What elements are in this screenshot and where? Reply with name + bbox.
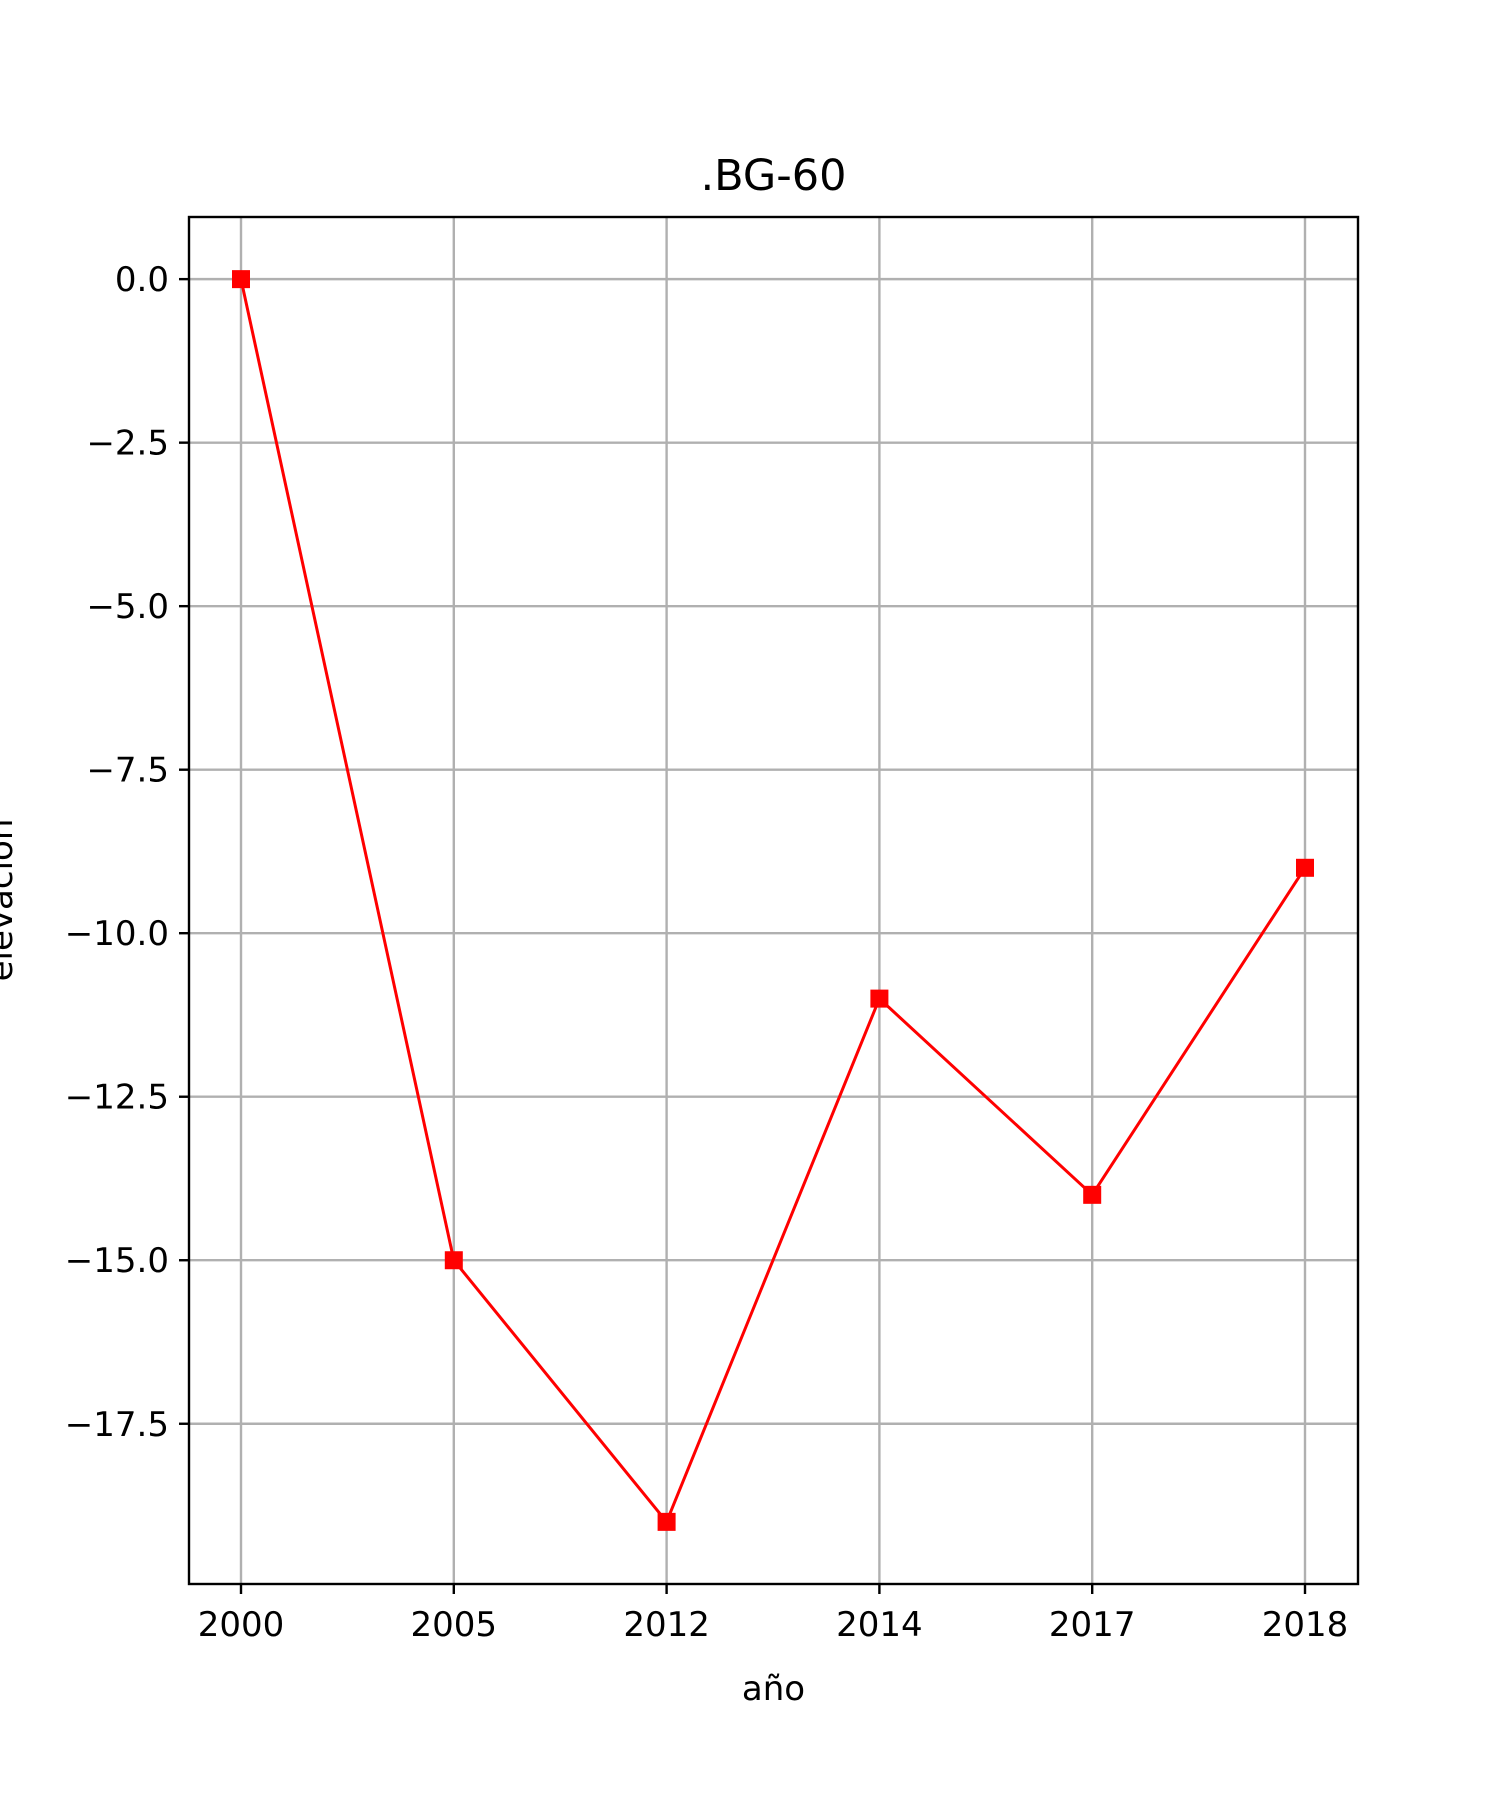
data-point [870,989,889,1008]
y-axis-ticks: 0.0 −2.5 −5.0 −7.5 −10.0 −12.5 −15.0 −17.5 [65,260,189,1445]
y-tick-label: −2.5 [86,424,169,464]
x-axis-ticks: 2000 2005 2012 2014 2017 2018 [198,1584,1349,1645]
data-point [444,1251,463,1270]
y-tick-label: −12.5 [65,1078,169,1118]
plot-background [189,217,1358,1584]
data-point [1296,858,1314,877]
x-tick-label: 2018 [1262,1605,1349,1645]
chart-title: .BG-60 [701,151,847,201]
y-tick-label: −10.0 [65,914,169,954]
data-point [657,1512,676,1531]
y-tick-label: −7.5 [86,751,169,791]
x-tick-label: 2014 [836,1605,923,1645]
y-tick-label: −15.0 [65,1241,169,1281]
data-point [1083,1185,1102,1204]
series-line [239,278,1307,1524]
x-tick-label: 2005 [411,1605,498,1645]
y-tick-label: 0.0 [115,260,169,300]
series-layer [232,270,1314,1531]
x-tick-label: 2012 [623,1605,710,1645]
x-tick-label: 2000 [198,1605,285,1645]
y-tick-label: −17.5 [65,1405,169,1445]
y-axis-label: elevación [0,819,21,982]
grid-x [239,217,1307,1584]
y-tick-label: −5.0 [86,587,169,627]
data-point [232,270,250,289]
x-tick-label: 2017 [1049,1605,1136,1645]
x-axis-label: año [742,1669,805,1709]
plot-frame [187,215,1360,1586]
